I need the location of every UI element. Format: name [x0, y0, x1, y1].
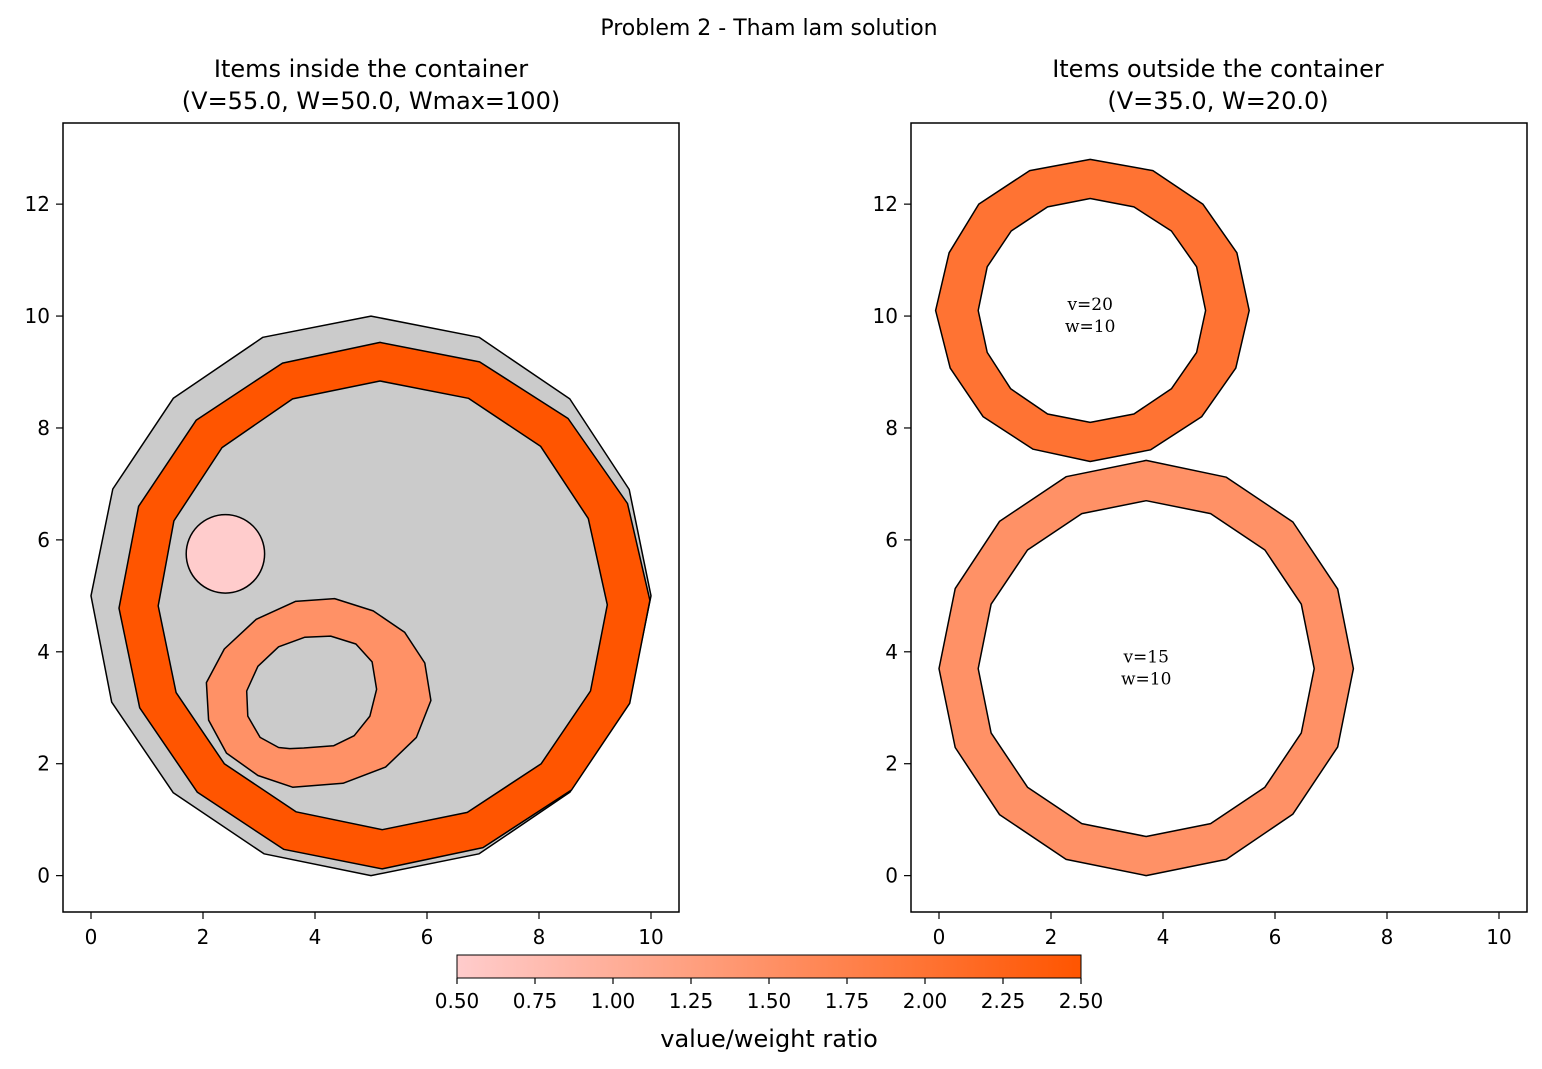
- right-y-tick-label: 10: [873, 304, 898, 328]
- panel-left-title-line2: (V=55.0, W=50.0, Wmax=100): [182, 87, 560, 115]
- left-x-tick-label: 6: [421, 925, 434, 949]
- panel-left-plot-area: 0 2 4 6 8 10 0 2 4 6 8 10 12: [25, 122, 680, 949]
- item-right-0-weight-label: w=10: [1065, 317, 1115, 337]
- right-y-tick-label: 12: [873, 192, 898, 216]
- item-right-1-ring: [938, 459, 1355, 877]
- left-x-tick-label: 2: [197, 925, 210, 949]
- panel-left-title-line1: Items inside the container: [214, 55, 528, 83]
- item-right-1-value-label: v=15: [1122, 648, 1168, 668]
- figure-suptitle: Problem 2 - Tham lam solution: [600, 16, 937, 41]
- right-y-tick-label: 0: [885, 864, 898, 888]
- right-y-tick-label: 2: [885, 752, 898, 776]
- colorbar-tick-label: 2.25: [981, 989, 1026, 1013]
- panel-items-outside: Items outside the container (V=35.0, W=2…: [873, 55, 1528, 949]
- left-y-tick-label: 0: [37, 864, 50, 888]
- colorbar-tick-label: 0.75: [513, 989, 558, 1013]
- right-x-tick-label: 10: [1486, 925, 1511, 949]
- right-x-tick-label: 2: [1045, 925, 1058, 949]
- left-y-tick-label: 4: [37, 640, 50, 664]
- item-right-0-value-label: v=20: [1066, 295, 1112, 315]
- left-x-tick-label: 0: [85, 925, 98, 949]
- left-y-tick-label: 10: [25, 304, 50, 328]
- colorbar-tick-label: 2.50: [1059, 989, 1104, 1013]
- right-y-tick-label: 4: [885, 640, 898, 664]
- left-axes-frame: [62, 122, 680, 913]
- left-y-tick-label: 6: [37, 528, 50, 552]
- colorbar-tick-label: 1.50: [747, 989, 792, 1013]
- item-left-2-circle: [185, 513, 266, 594]
- right-y-tick-label: 8: [885, 416, 898, 440]
- panel-items-inside: Items inside the container (V=55.0, W=50…: [25, 55, 680, 949]
- item-left-0-ring: [118, 341, 651, 870]
- item-left-1-ring: [205, 597, 432, 788]
- left-y-tick-label: 2: [37, 752, 50, 776]
- right-axes-frame: [910, 122, 1528, 913]
- right-x-tick-label: 4: [1157, 925, 1170, 949]
- left-x-tick-label: 4: [309, 925, 322, 949]
- left-y-tick-label: 12: [25, 192, 50, 216]
- colorbar-tick-label: 1.75: [825, 989, 870, 1013]
- colorbar-tick-label: 2.00: [903, 989, 948, 1013]
- colorbar-label: value/weight ratio: [660, 1025, 878, 1053]
- item-right-1-weight-label: w=10: [1121, 670, 1171, 690]
- colorbar-tick-label: 1.00: [591, 989, 636, 1013]
- panel-right-title-line1: Items outside the container: [1052, 55, 1384, 83]
- right-x-tick-label: 8: [1381, 925, 1394, 949]
- left-y-tick-label: 8: [37, 416, 50, 440]
- colorbar-ticks: 0.50 0.75 1.00 1.25 1.50 1.75 2.00 2.25 2.50: [435, 978, 1104, 1013]
- colorbar-tick-label: 1.25: [669, 989, 714, 1013]
- panel-right-title-line2: (V=35.0, W=20.0): [1107, 87, 1328, 115]
- colorbar-tick-label: 0.50: [435, 989, 480, 1013]
- item-right-0-ring: [934, 158, 1250, 463]
- colorbar-gradient: [456, 954, 1082, 979]
- right-x-tick-label: 0: [933, 925, 946, 949]
- right-x-tick-label: 6: [1269, 925, 1282, 949]
- right-y-tick-label: 6: [885, 528, 898, 552]
- colorbar: 0.50 0.75 1.00 1.25 1.50 1.75 2.00 2.25 2.50 val…: [435, 954, 1104, 1053]
- left-x-tick-label: 8: [533, 925, 546, 949]
- left-x-tick-label: 10: [638, 925, 663, 949]
